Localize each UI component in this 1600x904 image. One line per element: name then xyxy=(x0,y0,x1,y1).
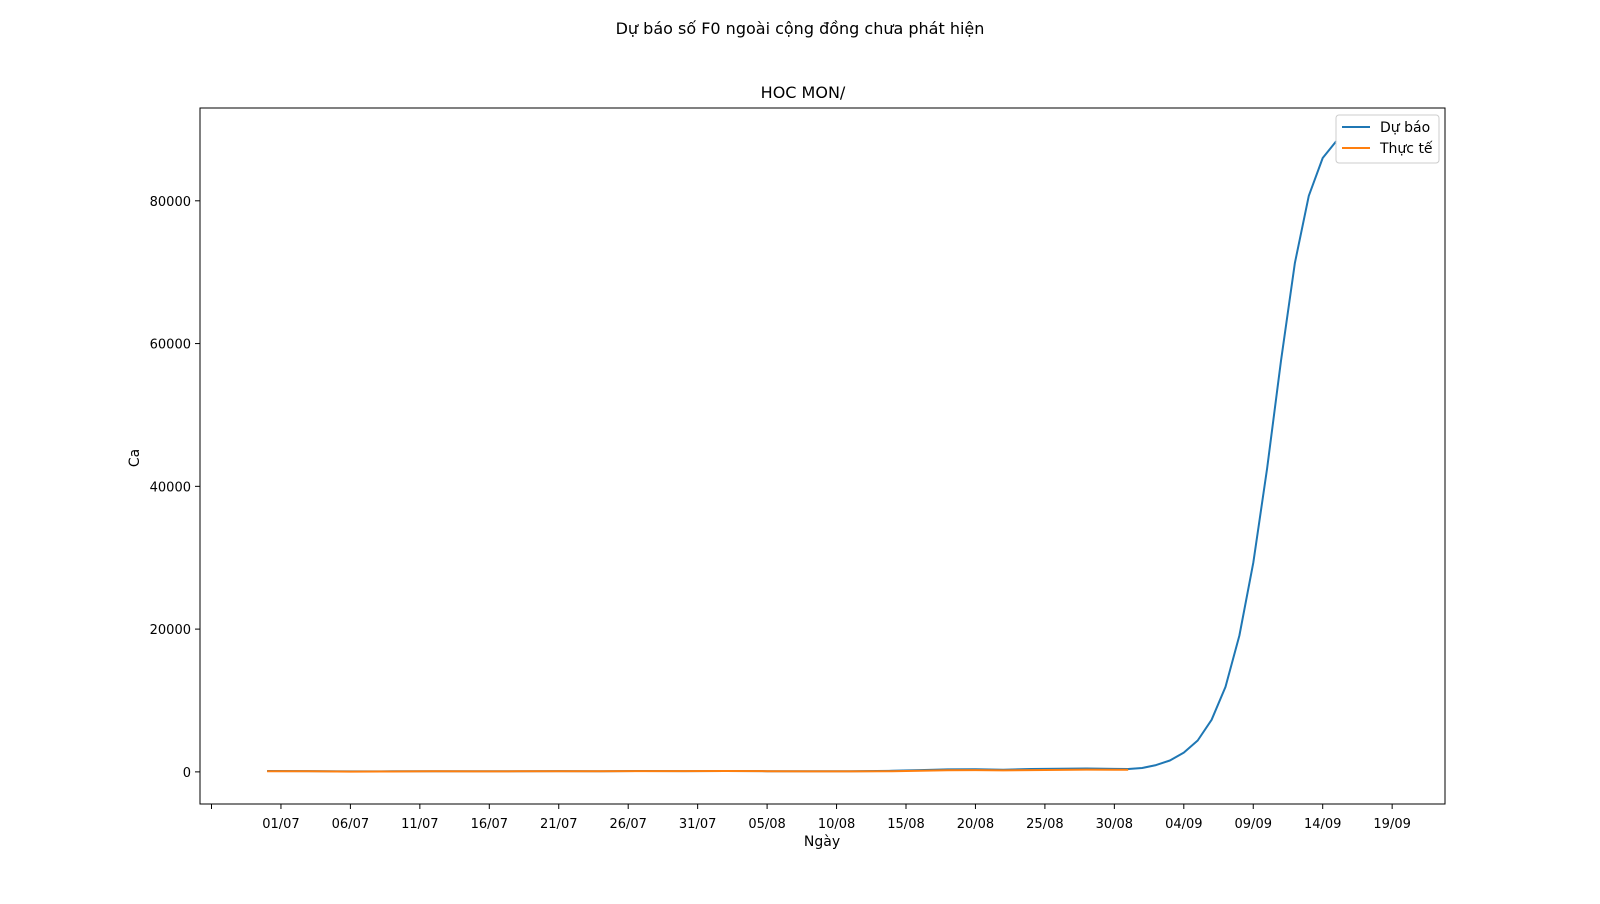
legend-label-thuc-te: Thực tế xyxy=(1379,140,1433,157)
y-axis: 0 20000 40000 60000 80000 xyxy=(150,195,200,781)
figure-suptitle: Dự báo số F0 ngoài cộng đồng chưa phát h… xyxy=(616,19,985,38)
x-tick-label: 20/08 xyxy=(957,817,994,832)
x-tick-label: 09/09 xyxy=(1235,817,1272,832)
x-tick-label: 15/08 xyxy=(887,817,924,832)
x-tick-label: 11/07 xyxy=(401,817,438,832)
series-line-0 xyxy=(267,140,1338,773)
plot-frame xyxy=(199,107,1446,805)
x-tick-label: 21/07 xyxy=(540,817,577,832)
legend: Dự báo Thực tế xyxy=(1335,114,1440,164)
y-tick-label: 40000 xyxy=(150,480,191,495)
x-tick-label: 16/07 xyxy=(471,817,508,832)
x-tick-label: 04/09 xyxy=(1165,817,1202,832)
x-tick-label: 19/09 xyxy=(1373,817,1410,832)
x-tick-label: 06/07 xyxy=(332,817,369,832)
x-tick-label: 14/09 xyxy=(1304,817,1341,832)
x-axis-label: Ngày xyxy=(804,834,840,850)
chart-title: HOC MON/ xyxy=(761,83,846,102)
series-line-1 xyxy=(267,768,1129,773)
y-axis-label: Ca xyxy=(127,449,143,467)
y-tick-label: 20000 xyxy=(150,623,191,638)
x-tick-label: 05/08 xyxy=(748,817,785,832)
y-tick-label: 80000 xyxy=(150,195,191,210)
legend-label-du-bao: Dự báo xyxy=(1380,120,1430,136)
y-tick-label: 0 xyxy=(183,766,191,781)
x-tick-label: 26/07 xyxy=(609,817,646,832)
x-tick-label: 30/08 xyxy=(1096,817,1133,832)
x-tick-label: 25/08 xyxy=(1026,817,1063,832)
x-tick-label: 01/07 xyxy=(262,817,299,832)
x-tick-label: 31/07 xyxy=(679,817,716,832)
x-axis: 01/07 06/07 11/07 16/07 21/07 26/07 31/07 05/08… xyxy=(211,804,1411,832)
y-tick-label: 60000 xyxy=(150,338,191,353)
plot-lines xyxy=(267,140,1338,773)
x-tick-label: 10/08 xyxy=(818,817,855,832)
